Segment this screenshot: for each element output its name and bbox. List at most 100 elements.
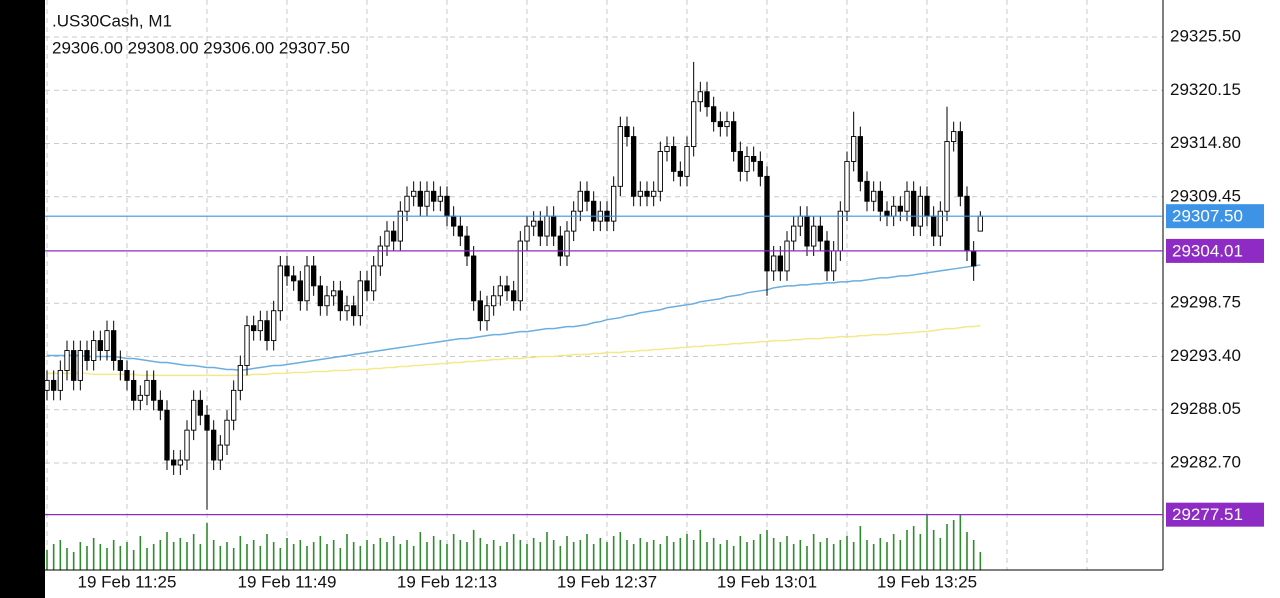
candle-body [237,365,243,391]
candle-body [651,190,657,197]
candle-body [411,190,417,197]
candle-body [617,126,623,187]
price-label-box [1166,502,1264,527]
candle-body [584,190,590,202]
candle-body [591,200,597,222]
candle-body [144,379,150,396]
candle-body [384,230,390,247]
candle-body [964,195,970,252]
candle-body [84,350,90,361]
chart-title: .US30Cash, M1 [52,11,172,30]
candle-body [791,225,797,242]
candle-body [571,210,577,232]
candle-body [304,265,310,302]
candle-body [844,160,850,212]
candle-body [764,175,770,272]
candle-body [457,225,463,237]
candle-body [157,399,163,411]
candle-body [324,295,330,307]
candle-body [431,190,437,202]
candle-body [897,205,903,212]
candle-body [91,340,97,361]
candle-body [637,190,643,197]
y-tick-label: 29325.50 [1170,27,1241,46]
candle-body [911,190,917,227]
candle-body [631,136,637,197]
candle-body [677,170,683,177]
candle-body [151,379,157,401]
candle-body [164,409,170,461]
candle-body [971,250,977,267]
candle-body [797,215,803,227]
candle-body [177,459,183,466]
candle-body [511,290,517,302]
candle-body [397,210,403,242]
price-label-box [1166,238,1264,263]
candle-body [331,290,337,297]
candle-body [117,360,123,371]
y-tick-label: 29293.40 [1170,346,1241,365]
chart-subtitle: 29306.00 29308.00 29306.00 29307.50 [52,38,350,57]
candle-body [871,190,877,202]
candle-body [891,205,897,217]
candle-body [171,459,177,466]
y-tick-label: 29320.15 [1170,80,1241,99]
candle-body [657,151,663,192]
x-tick-label: 19 Feb 13:25 [877,572,977,591]
candle-body [491,295,497,307]
marks [44,61,983,570]
candle-body [344,305,350,312]
candle-body [517,240,523,302]
candle-body [224,419,230,446]
candle-body [271,310,277,342]
candle-body [551,215,557,237]
candle-body [51,379,57,391]
candle-body [131,379,137,401]
candle-body [277,265,283,312]
candle-body [351,305,357,317]
y-tick-label: 29288.05 [1170,399,1241,418]
candle-body [231,389,237,421]
x-tick-label: 19 Feb 11:25 [78,572,177,591]
candle-body [837,210,843,252]
candle-body [404,195,410,212]
candle-body [451,215,457,227]
grid [45,0,1163,570]
candle-body [184,429,190,461]
candle-body [77,350,83,381]
candle-body [557,235,563,257]
candle-body [217,444,223,461]
candle-body [977,215,983,232]
candle-body [391,230,397,242]
candle-body [71,350,77,381]
candle-body [717,121,723,128]
candle-body [931,215,937,237]
candle-body [937,210,943,237]
candle-body [97,340,103,351]
candle-body [357,280,363,317]
candle-body [257,320,263,332]
candle-body [264,320,270,342]
candle-body [684,146,690,177]
candle-body [811,225,817,247]
candle-body [817,225,823,242]
candle-body [311,265,317,287]
moving-average [47,264,981,372]
candle-body [531,220,537,227]
candle-body [204,414,210,431]
candle-body [284,265,290,277]
candle-body [917,195,923,227]
candle-body [804,215,810,247]
price-label: 29304.01 [1172,241,1243,260]
y-tick-label: 29314.80 [1170,133,1241,152]
x-tick-label: 19 Feb 13:01 [717,572,817,591]
candle-body [777,255,783,272]
candle-body [111,330,117,361]
candle-body [537,220,543,237]
candle-body [944,141,950,212]
candle-body [784,240,790,272]
candle-body [484,305,490,322]
candle-body [504,285,510,292]
candle-body [671,146,677,172]
